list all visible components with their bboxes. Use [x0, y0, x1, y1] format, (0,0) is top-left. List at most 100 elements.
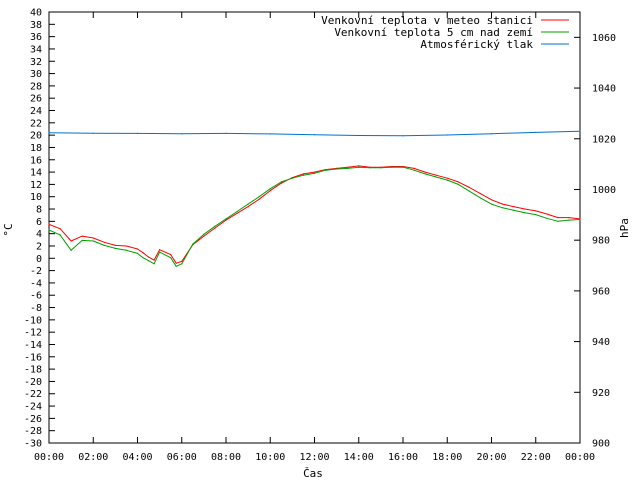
x-tick-label: 06:00	[167, 452, 197, 463]
series-1-point	[468, 186, 470, 189]
series-1-point	[114, 244, 116, 246]
series-1-point	[70, 240, 72, 242]
y-left-tick-label: 0	[36, 254, 42, 265]
y-right-tick-label: 940	[592, 337, 610, 348]
series-2-point	[59, 234, 61, 236]
x-tick-label: 18:00	[432, 452, 462, 463]
series-2-point	[142, 257, 144, 259]
series-2-point	[81, 239, 83, 241]
series-1-point	[103, 241, 105, 243]
series-2-point	[125, 249, 127, 251]
series-2-point	[203, 233, 205, 235]
y-left-tick-label: -22	[24, 389, 42, 400]
series-2-point	[214, 225, 216, 227]
y-left-tick-label: -26	[24, 414, 42, 425]
series-2-point	[347, 167, 349, 169]
series-2-point	[446, 179, 448, 181]
y-left-tick-label: -6	[30, 291, 42, 302]
series-2-point	[103, 244, 105, 246]
series-2-point	[435, 176, 437, 178]
series-3-point	[269, 133, 271, 135]
y-left-tick-label: 10	[30, 192, 42, 203]
series-1-point	[302, 173, 304, 175]
series-1-point	[457, 181, 459, 183]
y-left-tick-label: -18	[24, 365, 42, 376]
series-2-point	[402, 166, 404, 168]
series-1-point	[181, 260, 183, 262]
series-2-point	[479, 197, 481, 199]
series-1-point	[557, 217, 559, 219]
series-3-point	[535, 131, 537, 133]
y-left-tick-label: 28	[30, 81, 42, 92]
series-3-point	[446, 134, 448, 136]
plot-frame	[48, 11, 581, 444]
legend-label: Atmosférický tlak	[420, 38, 533, 51]
series-1-point	[490, 199, 493, 201]
series-2-point	[258, 196, 260, 198]
series-2-point	[92, 240, 94, 242]
series-2-point	[192, 243, 194, 245]
series-2-point	[48, 229, 50, 231]
x-tick-label: 08:00	[211, 452, 241, 463]
series-1-point	[258, 198, 260, 200]
series-1-point	[535, 210, 537, 212]
y-left-tick-label: -30	[24, 439, 42, 450]
series-3-point	[490, 133, 493, 135]
series-1-point	[424, 171, 426, 173]
series-line-2	[48, 166, 581, 267]
series-3-point	[313, 134, 316, 136]
y-left-tick-label: 18	[30, 143, 42, 154]
legend-label: Venkovní teplota v meteo stanici	[321, 14, 533, 27]
series-1-point	[92, 237, 94, 239]
y-left-tick-label: -4	[30, 278, 42, 289]
series-2-point	[369, 167, 371, 169]
series-2-point	[568, 219, 570, 221]
y-left-tick-label: -12	[24, 328, 42, 339]
series-2-point	[269, 188, 271, 190]
series-3-point	[181, 133, 183, 135]
series-1-point	[524, 208, 526, 210]
series-1-point	[236, 212, 238, 214]
x-tick-label: 14:00	[344, 452, 374, 463]
series-2-point	[175, 265, 177, 267]
series-1-point	[502, 203, 504, 205]
x-tick-label: 20:00	[476, 452, 506, 463]
x-tick-label: 02:00	[78, 452, 108, 463]
series-1-point	[313, 171, 316, 173]
series-2-point	[513, 209, 515, 211]
series-1-point	[153, 259, 155, 261]
series-1-point	[247, 206, 249, 208]
y-left-tick-label: 38	[30, 20, 42, 31]
y-left-tick-label: -24	[24, 402, 42, 413]
series-3-point	[358, 134, 360, 137]
series-1-point	[225, 219, 227, 221]
series-1-point	[546, 213, 548, 215]
y-left-tick-label: 36	[30, 32, 42, 43]
x-tick-label: 00:00	[565, 452, 595, 463]
series-2-point	[313, 172, 316, 174]
series-1-point	[148, 256, 150, 258]
series-2-point	[413, 169, 415, 171]
y-left-tick-label: 4	[36, 229, 42, 240]
series-1-point	[269, 190, 271, 192]
series-1-point	[203, 235, 205, 237]
series-1-point	[125, 245, 127, 247]
series-2-point	[148, 260, 150, 262]
series-2-point	[70, 249, 72, 251]
series-2-point	[424, 173, 426, 175]
series-2-point	[336, 168, 338, 170]
x-tick-label: 22:00	[521, 452, 551, 463]
series-1-point	[170, 254, 172, 256]
y-right-tick-label: 1000	[592, 185, 616, 196]
legend: Venkovní teplota v meteo staniciVenkovní…	[321, 14, 569, 51]
y-right-tick-label: 980	[592, 236, 610, 247]
y-left-tick-label: -16	[24, 352, 42, 363]
y-left-tick-label: 20	[30, 131, 42, 142]
y-left-tick-label: 14	[30, 168, 42, 179]
y-right-tick-label: 900	[592, 439, 610, 450]
series-2-point	[579, 218, 581, 221]
x-axis-title: Čas	[303, 467, 323, 480]
y-left-tick-label: 34	[30, 44, 42, 55]
x-tick-label: 16:00	[388, 452, 418, 463]
